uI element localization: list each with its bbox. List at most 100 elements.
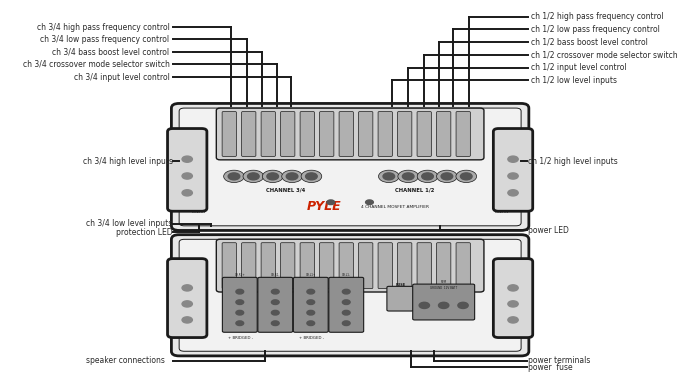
FancyBboxPatch shape bbox=[258, 277, 293, 332]
Circle shape bbox=[438, 302, 449, 308]
FancyBboxPatch shape bbox=[494, 259, 533, 337]
FancyBboxPatch shape bbox=[378, 112, 393, 156]
Circle shape bbox=[307, 290, 314, 294]
FancyBboxPatch shape bbox=[223, 277, 257, 332]
FancyBboxPatch shape bbox=[261, 112, 275, 156]
FancyBboxPatch shape bbox=[241, 112, 256, 156]
FancyBboxPatch shape bbox=[456, 243, 470, 289]
FancyBboxPatch shape bbox=[300, 112, 314, 156]
FancyBboxPatch shape bbox=[456, 112, 470, 156]
Text: CH.R1-: CH.R1- bbox=[271, 273, 280, 276]
Circle shape bbox=[272, 290, 279, 294]
Text: FUSE: FUSE bbox=[395, 283, 405, 287]
Circle shape bbox=[508, 173, 518, 179]
Circle shape bbox=[458, 302, 468, 308]
Text: 4 CHANNEL MOSFET AMPLIFIER: 4 CHANNEL MOSFET AMPLIFIER bbox=[361, 205, 429, 209]
Circle shape bbox=[441, 173, 453, 180]
Text: ch 1/2 low pass frequency control: ch 1/2 low pass frequency control bbox=[531, 25, 659, 34]
Text: GROUND  12V BATT: GROUND 12V BATT bbox=[430, 286, 457, 290]
Text: ch 1/2 crossover mode selector switch: ch 1/2 crossover mode selector switch bbox=[531, 50, 678, 59]
Text: CH.L1+: CH.L1+ bbox=[306, 273, 316, 276]
Circle shape bbox=[421, 173, 433, 180]
Circle shape bbox=[508, 301, 518, 307]
Text: REM: REM bbox=[441, 280, 447, 284]
Circle shape bbox=[307, 300, 314, 305]
Circle shape bbox=[182, 156, 192, 162]
Circle shape bbox=[182, 317, 192, 323]
FancyBboxPatch shape bbox=[293, 277, 328, 332]
Circle shape bbox=[306, 173, 317, 180]
Circle shape bbox=[402, 173, 414, 180]
FancyBboxPatch shape bbox=[241, 243, 256, 289]
Text: ch 3/4 low pass frequency control: ch 3/4 low pass frequency control bbox=[41, 35, 169, 44]
Circle shape bbox=[342, 300, 350, 305]
Circle shape bbox=[327, 200, 335, 205]
Text: protection LED: protection LED bbox=[116, 228, 173, 237]
FancyBboxPatch shape bbox=[398, 112, 412, 156]
Text: ch 3/4 bass boost level control: ch 3/4 bass boost level control bbox=[52, 47, 169, 56]
Text: CH.R1+: CH.R1+ bbox=[234, 273, 245, 276]
Circle shape bbox=[419, 302, 430, 308]
Circle shape bbox=[236, 310, 244, 315]
FancyBboxPatch shape bbox=[167, 259, 207, 337]
FancyBboxPatch shape bbox=[300, 243, 314, 289]
Circle shape bbox=[456, 170, 477, 183]
Circle shape bbox=[307, 310, 314, 315]
Circle shape bbox=[342, 290, 350, 294]
Text: speaker connections: speaker connections bbox=[85, 356, 164, 366]
FancyBboxPatch shape bbox=[437, 112, 451, 156]
FancyBboxPatch shape bbox=[437, 243, 451, 289]
Circle shape bbox=[461, 173, 472, 180]
Text: LOW IN: LOW IN bbox=[496, 210, 508, 214]
Text: + BRIDGED -: + BRIDGED - bbox=[228, 336, 253, 340]
FancyBboxPatch shape bbox=[329, 277, 364, 332]
Circle shape bbox=[398, 170, 419, 183]
FancyBboxPatch shape bbox=[216, 239, 484, 292]
Text: + BRIDGED -: + BRIDGED - bbox=[299, 336, 324, 340]
FancyBboxPatch shape bbox=[339, 243, 354, 289]
Circle shape bbox=[272, 321, 279, 325]
Text: ch 3/4 crossover mode selector switch: ch 3/4 crossover mode selector switch bbox=[22, 60, 169, 69]
Text: ch 1/2 bass boost level control: ch 1/2 bass boost level control bbox=[531, 37, 648, 47]
Text: ch 1/2 high level inputs: ch 1/2 high level inputs bbox=[528, 157, 617, 166]
Circle shape bbox=[182, 173, 192, 179]
FancyBboxPatch shape bbox=[261, 243, 275, 289]
FancyBboxPatch shape bbox=[320, 243, 334, 289]
Circle shape bbox=[281, 170, 302, 183]
Circle shape bbox=[182, 285, 192, 291]
Circle shape bbox=[301, 170, 322, 183]
Circle shape bbox=[417, 170, 438, 183]
Text: ch 3/4 low level inputs: ch 3/4 low level inputs bbox=[86, 219, 173, 229]
FancyBboxPatch shape bbox=[358, 243, 373, 289]
Text: LOW IN: LOW IN bbox=[192, 210, 205, 214]
FancyBboxPatch shape bbox=[179, 239, 521, 351]
Circle shape bbox=[272, 300, 279, 305]
Circle shape bbox=[224, 170, 244, 183]
FancyBboxPatch shape bbox=[222, 112, 237, 156]
Circle shape bbox=[248, 173, 259, 180]
Text: ch 3/4 high level inputs: ch 3/4 high level inputs bbox=[83, 157, 173, 166]
Text: CHANNEL 3/4: CHANNEL 3/4 bbox=[266, 188, 305, 193]
FancyBboxPatch shape bbox=[320, 112, 334, 156]
Circle shape bbox=[243, 170, 264, 183]
Circle shape bbox=[342, 310, 350, 315]
Circle shape bbox=[508, 156, 518, 162]
Text: ch 1/2 high pass frequency control: ch 1/2 high pass frequency control bbox=[531, 12, 664, 21]
FancyBboxPatch shape bbox=[172, 235, 528, 356]
Text: ch 1/2 input level control: ch 1/2 input level control bbox=[531, 63, 626, 72]
Circle shape bbox=[508, 317, 518, 323]
Circle shape bbox=[236, 300, 244, 305]
FancyBboxPatch shape bbox=[417, 243, 431, 289]
FancyBboxPatch shape bbox=[358, 112, 373, 156]
Circle shape bbox=[437, 170, 457, 183]
Text: power LED: power LED bbox=[528, 225, 568, 235]
FancyBboxPatch shape bbox=[222, 243, 237, 289]
FancyBboxPatch shape bbox=[413, 284, 475, 320]
FancyBboxPatch shape bbox=[339, 112, 354, 156]
Circle shape bbox=[365, 200, 373, 205]
Circle shape bbox=[286, 173, 298, 180]
Circle shape bbox=[379, 170, 399, 183]
Circle shape bbox=[182, 301, 192, 307]
Text: power terminals: power terminals bbox=[528, 356, 590, 366]
Circle shape bbox=[508, 285, 518, 291]
